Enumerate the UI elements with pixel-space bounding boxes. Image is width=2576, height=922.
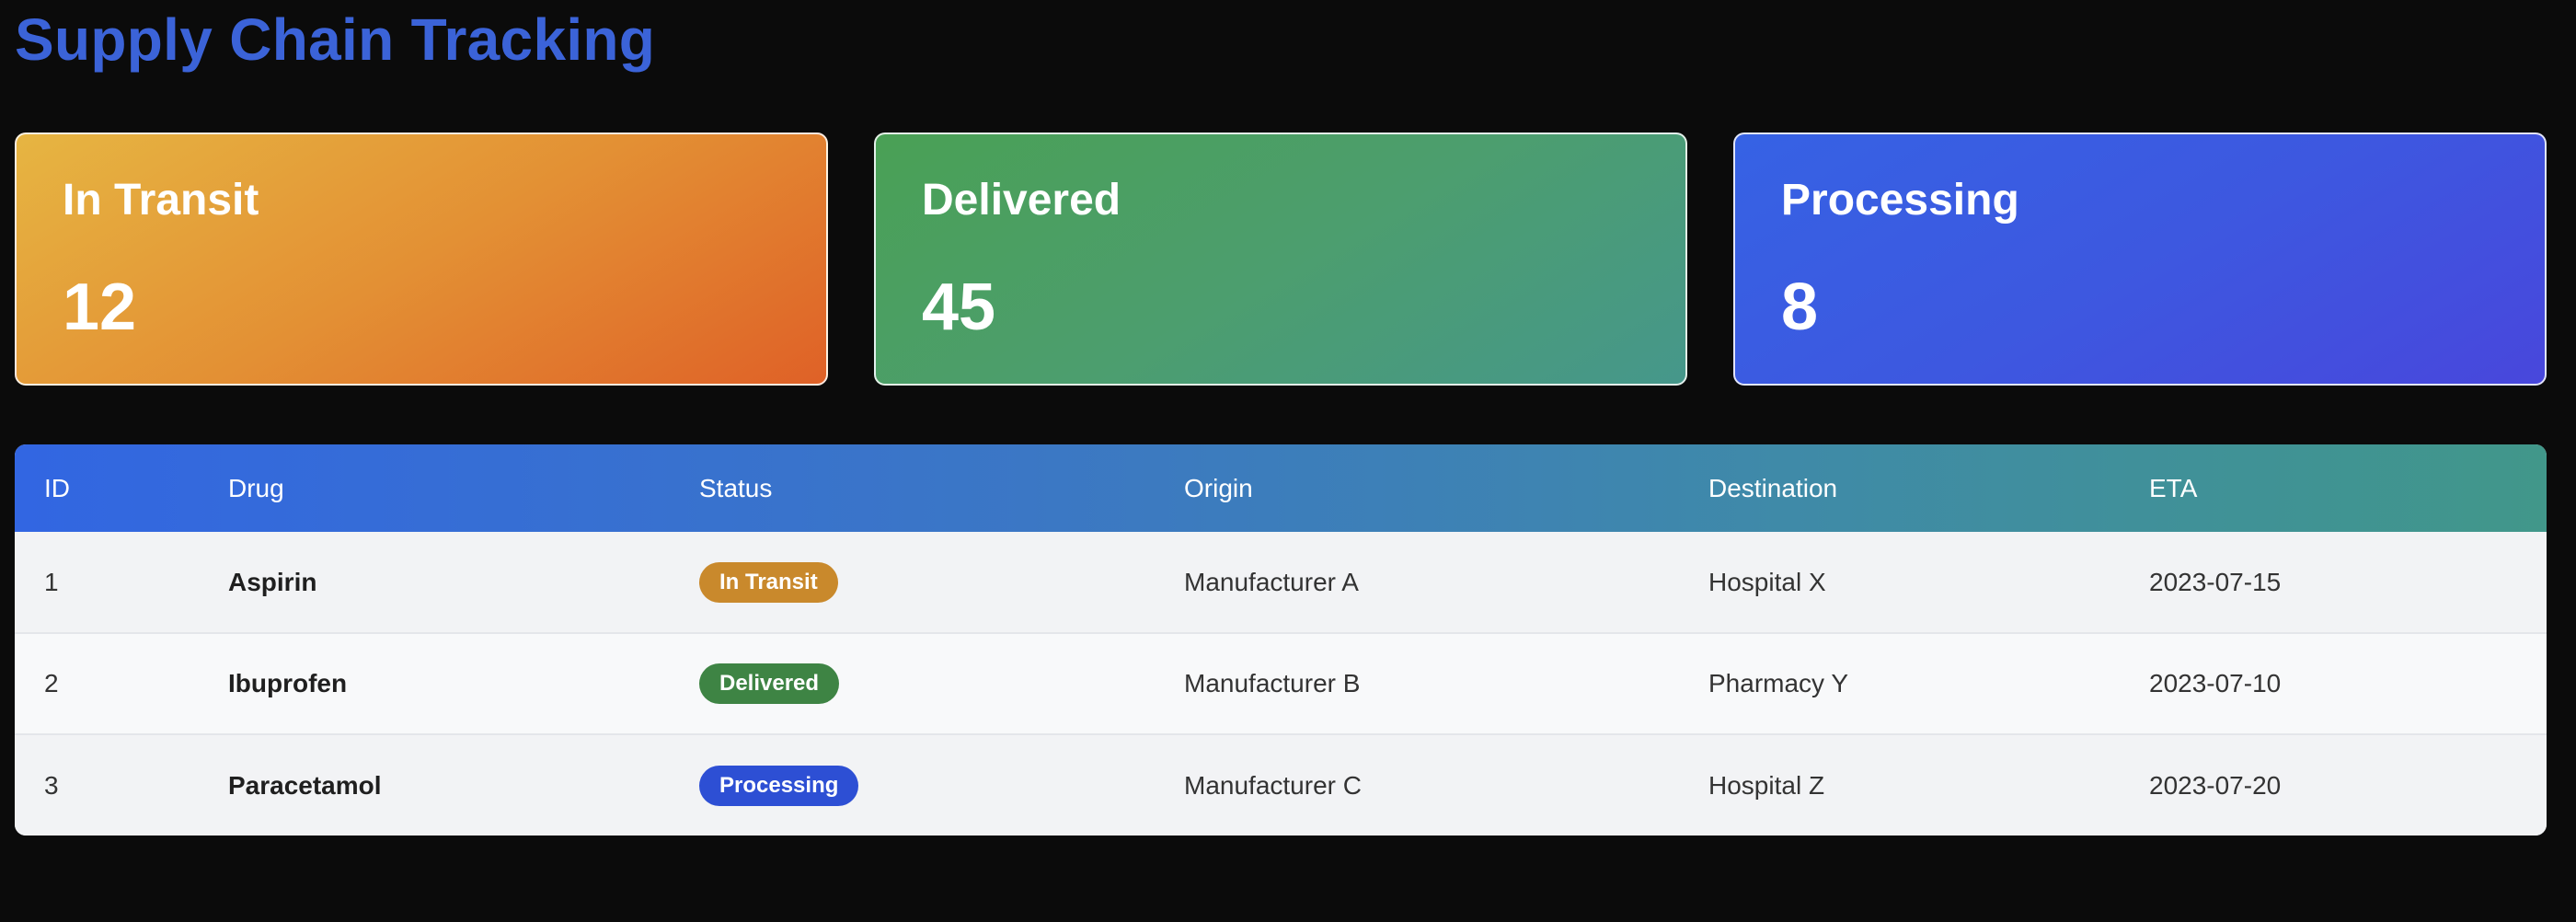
cell-eta: 2023-07-20: [2149, 770, 2282, 800]
cell-eta: 2023-07-10: [2149, 669, 2282, 697]
column-header-eta[interactable]: ETA: [2149, 473, 2198, 502]
shipments-table: ID Drug Status Origin Destination ETA 1 …: [15, 444, 2547, 836]
cell-origin: Manufacturer C: [1184, 770, 1362, 800]
card-value: 12: [63, 271, 137, 344]
cell-drug: Aspirin: [228, 567, 317, 596]
card-label: Delivered: [922, 176, 1121, 225]
card-delivered[interactable]: Delivered 45: [874, 133, 1687, 386]
cell-destination: Hospital Z: [1708, 770, 1825, 800]
page-title: Supply Chain Tracking: [15, 6, 656, 73]
column-header-id[interactable]: ID: [44, 473, 70, 502]
cell-status: In Transit: [670, 532, 1155, 633]
cell-id: 2: [44, 669, 59, 697]
table-row[interactable]: 1 Aspirin In Transit Manufacturer A Hosp…: [15, 532, 2547, 633]
column-header-status[interactable]: Status: [699, 473, 773, 502]
card-value: 45: [922, 271, 996, 344]
summary-cards: In Transit 12 Delivered 45 Processing 8: [15, 133, 2547, 386]
column-header-destination[interactable]: Destination: [1708, 473, 1838, 502]
status-badge: Delivered: [699, 663, 840, 704]
cell-status: Processing: [670, 734, 1155, 836]
card-in-transit[interactable]: In Transit 12: [15, 133, 828, 386]
table-row[interactable]: 2 Ibuprofen Delivered Manufacturer B Pha…: [15, 633, 2547, 734]
cell-destination: Pharmacy Y: [1708, 669, 1848, 697]
cell-drug: Ibuprofen: [228, 669, 348, 697]
card-label: In Transit: [63, 176, 259, 225]
column-header-origin[interactable]: Origin: [1184, 473, 1253, 502]
table-header-row: ID Drug Status Origin Destination ETA: [15, 444, 2547, 532]
status-badge: In Transit: [699, 561, 838, 603]
cell-id: 1: [44, 567, 59, 596]
cell-status: Delivered: [670, 633, 1155, 734]
cell-id: 3: [44, 770, 59, 800]
cell-origin: Manufacturer A: [1184, 567, 1359, 596]
card-value: 8: [1781, 271, 1819, 344]
card-label: Processing: [1781, 176, 2019, 225]
table-row[interactable]: 3 Paracetamol Processing Manufacturer C …: [15, 734, 2547, 836]
status-badge: Processing: [699, 765, 859, 806]
card-processing[interactable]: Processing 8: [1733, 133, 2547, 386]
column-header-drug[interactable]: Drug: [228, 473, 284, 502]
cell-destination: Hospital X: [1708, 567, 1826, 596]
cell-drug: Paracetamol: [228, 770, 382, 800]
cell-eta: 2023-07-15: [2149, 567, 2282, 596]
cell-origin: Manufacturer B: [1184, 669, 1361, 697]
